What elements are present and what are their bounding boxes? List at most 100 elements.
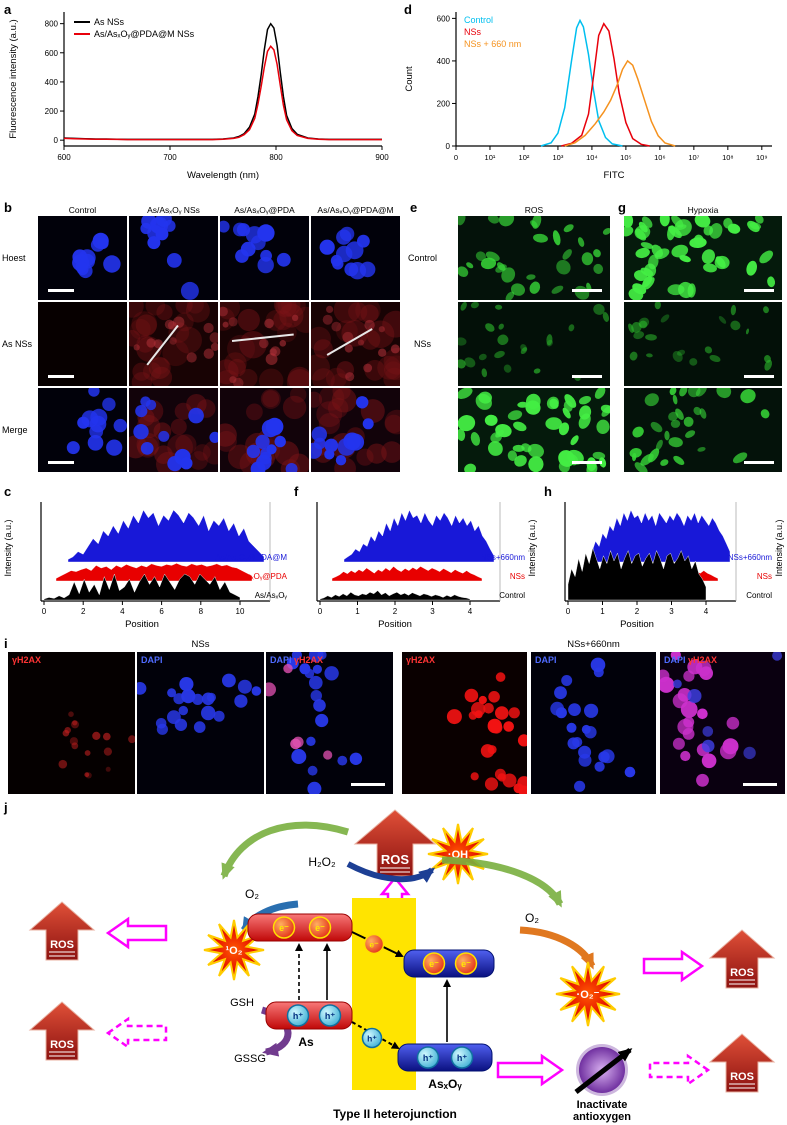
asxoy-label: AsₓOᵧ	[428, 1077, 462, 1091]
panel-g-header: Hypoxia	[687, 205, 719, 215]
micrograph-ros-nss	[458, 302, 610, 386]
green-arrow-right	[441, 856, 564, 908]
svg-text:2: 2	[393, 607, 398, 616]
inactivate-label-2: antioxygen	[573, 1111, 631, 1123]
panel-b-row-label: Merge	[2, 425, 28, 435]
panel-i-group-header: NSs+660nm	[567, 639, 620, 650]
svg-text:600: 600	[45, 49, 59, 58]
o2-left-label: O₂	[245, 887, 259, 901]
legend-label: As NSs	[94, 17, 125, 27]
svg-text:As/AsₓOᵧ@PDA@M: As/AsₓOᵧ@PDA@M	[215, 553, 287, 562]
svg-text:3: 3	[669, 607, 674, 616]
scale-bar	[572, 289, 602, 292]
panel-b-row-label: Hoest	[2, 253, 26, 263]
scale-bar	[572, 375, 602, 378]
svg-text:ROS: ROS	[50, 939, 74, 951]
svg-text:10⁵: 10⁵	[620, 153, 631, 162]
micrograph-gh2ax-nss660: γH2AX	[402, 652, 527, 794]
svg-text:As/AsₓOᵧ: As/AsₓOᵧ	[255, 591, 288, 600]
svg-text:10¹: 10¹	[485, 153, 496, 162]
svg-text:2: 2	[81, 607, 86, 616]
legend-swatch	[74, 33, 90, 35]
panel-b-col-header: As/AsₓOᵧ@PDA	[234, 205, 295, 215]
svg-text:Intensity (a.u.): Intensity (a.u.)	[3, 519, 13, 576]
hole-transfer-arrow	[351, 1021, 400, 1049]
svg-text:Position: Position	[378, 619, 412, 630]
panel-h-label: h	[544, 484, 552, 499]
svg-text:200: 200	[45, 107, 59, 116]
svg-text:10⁶: 10⁶	[654, 153, 665, 162]
svg-text:0: 0	[318, 607, 323, 616]
svg-text:e⁻: e⁻	[461, 959, 471, 969]
svg-text:1: 1	[355, 607, 360, 616]
hole-carriers: h⁺ h⁺ h⁺ h⁺ h⁺	[286, 1004, 474, 1069]
svg-text:h⁺: h⁺	[367, 1034, 377, 1044]
svg-text:600: 600	[57, 153, 71, 162]
svg-text:2: 2	[635, 607, 640, 616]
stain-label: DAPI	[270, 655, 292, 665]
panel-a-legend: As NSs As/AsₓOᵧ@PDA@M NSs	[74, 16, 194, 40]
svg-text:Intensity (a.u.): Intensity (a.u.)	[527, 519, 537, 576]
svg-text:0: 0	[446, 142, 451, 151]
svg-text:10⁹: 10⁹	[756, 153, 768, 162]
micrograph-merge-gh2ax-nss660: DAPI γH2AX	[660, 652, 785, 794]
panel-a-chart: 0 200 400 600 800 600 700 800 900 Wavelength (nm)…	[8, 12, 389, 181]
svg-text:Count: Count	[404, 66, 415, 92]
svg-text:10⁴: 10⁴	[586, 153, 598, 162]
svg-text:h⁺: h⁺	[457, 1053, 467, 1063]
legend-label: As/AsₓOᵧ@PDA@M NSs	[94, 29, 195, 39]
panel-b-col-header: Control	[68, 205, 97, 215]
micrograph-hoest-pda	[220, 216, 309, 300]
gsh-label: GSH	[230, 997, 254, 1009]
svg-text:h⁺: h⁺	[325, 1011, 335, 1021]
micrograph-hoest-nss	[129, 216, 218, 300]
svg-text:6: 6	[159, 607, 164, 616]
asxoy-conduction-band	[403, 949, 495, 978]
scale-bar	[743, 783, 777, 786]
micrograph-merge-gh2ax-nss: DAPI γH2AX	[266, 652, 393, 794]
panel-e-label: e	[410, 200, 418, 215]
panel-a-label: a	[4, 2, 12, 17]
panel-c-chart: 0 2 4 6 8 10 Position Intensity (a.u.) As/AsₓOᵧ A…	[3, 502, 288, 630]
legend-label: NSs + 660 nm	[464, 39, 522, 49]
legend-label: Control	[464, 15, 494, 25]
svg-text:h⁺: h⁺	[293, 1011, 303, 1021]
svg-text:600: 600	[437, 14, 451, 23]
micrograph-hoest-control	[38, 216, 127, 300]
svg-text:As/AsₓOᵧ@PDA: As/AsₓOᵧ@PDA	[230, 572, 288, 581]
svg-text:400: 400	[437, 57, 451, 66]
svg-text:800: 800	[45, 20, 59, 29]
svg-text:FITC: FITC	[603, 170, 624, 181]
stain-label: γH2AX	[294, 655, 324, 665]
scale-bar	[48, 461, 74, 464]
outline-arrow-bottom-solid	[496, 1053, 565, 1087]
svg-text:Intensity (a.u.): Intensity (a.u.)	[774, 519, 784, 576]
stain-label: DAPI	[535, 655, 557, 665]
stain-label: γH2AX	[688, 655, 718, 665]
scale-bar	[744, 461, 774, 464]
svg-text:4: 4	[704, 607, 709, 616]
svg-text:200: 200	[437, 99, 451, 108]
ros-arrow-right-top: ROS	[708, 929, 776, 989]
stain-label: DAPI	[664, 655, 686, 665]
as-conduction-band	[247, 913, 353, 942]
svg-text:700: 700	[163, 153, 177, 162]
panel-d-label: d	[404, 2, 412, 17]
panel-e-row-label: Control	[408, 253, 438, 263]
o2-right-label: O₂	[525, 911, 539, 925]
oh-starburst	[427, 823, 489, 885]
micrograph-hoest-pdam	[311, 216, 400, 300]
panel-e-header: ROS	[524, 205, 544, 215]
legend-swatch	[74, 21, 90, 23]
stain-label: γH2AX	[12, 655, 42, 665]
svg-text:Position: Position	[620, 619, 654, 630]
svg-text:Control: Control	[499, 591, 525, 600]
micrograph-merge-control	[38, 388, 127, 472]
svg-text:Fluorescence intensity (a.u.): Fluorescence intensity (a.u.)	[8, 19, 19, 138]
ros-arrow-left-bottom: ROS	[28, 1001, 96, 1061]
ros-arrow-top: ROS	[353, 809, 437, 877]
svg-text:10²: 10²	[519, 153, 530, 162]
svg-text:Wavelength (nm): Wavelength (nm)	[187, 170, 259, 181]
panel-b-col-header: As/AsₓOᵧ NSs	[147, 205, 200, 215]
